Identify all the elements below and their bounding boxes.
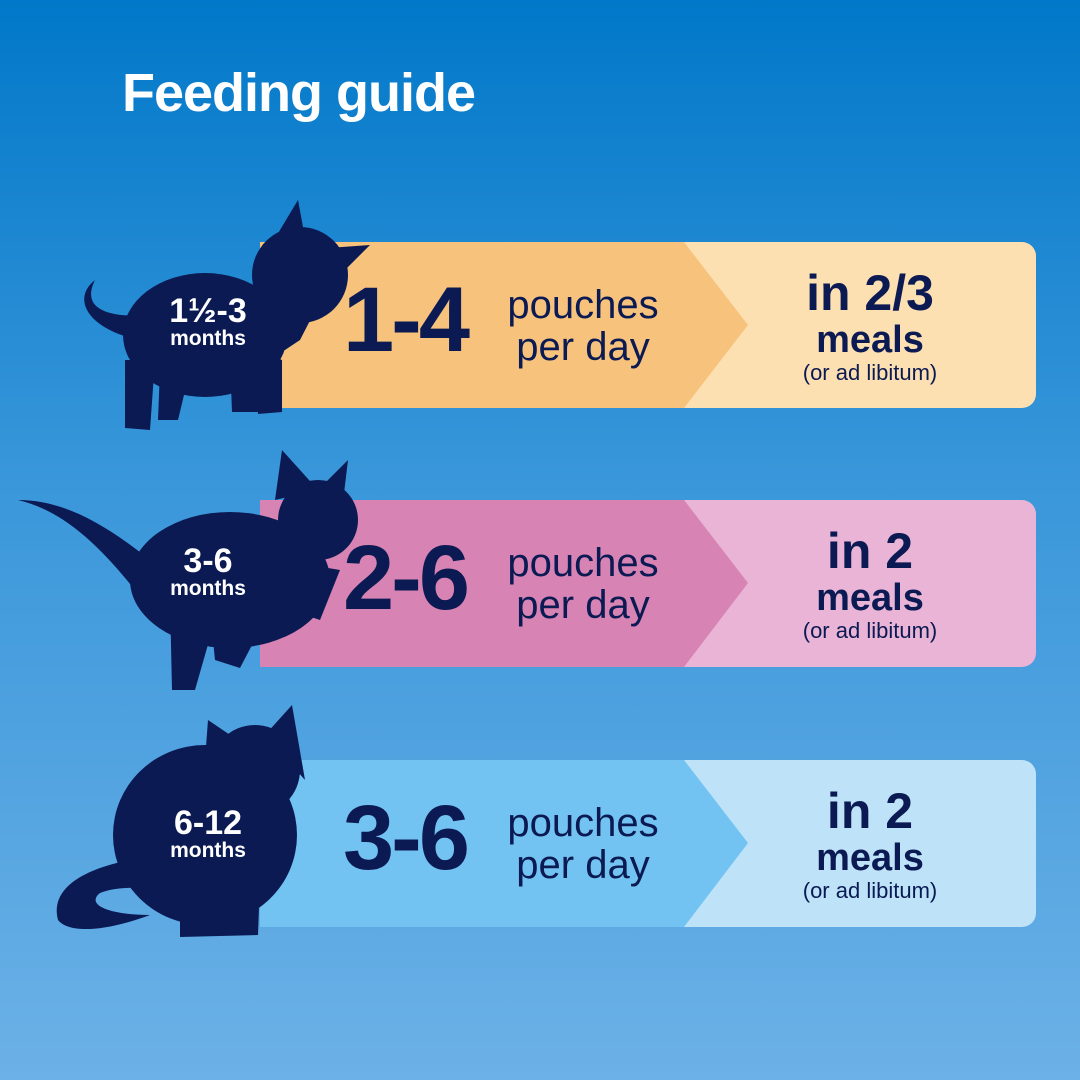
- age-unit: months: [170, 839, 246, 862]
- age-label: 6-12 months: [148, 806, 268, 862]
- age-unit: months: [170, 577, 246, 600]
- pouch-unit: pouches per day: [488, 542, 678, 626]
- feeding-row-1: 1½-3 months 1-4 pouches per day in 2/3 m…: [0, 242, 1080, 410]
- age-unit: months: [170, 327, 246, 350]
- feeding-row-2: 3-6 months 2-6 pouches per day in 2 meal…: [0, 500, 1080, 668]
- band-row-1: [260, 242, 1036, 408]
- age-range: 1½-3: [169, 292, 247, 330]
- unit-line-2: per day: [516, 843, 650, 887]
- kitten-leaping-icon: [18, 450, 358, 690]
- pouch-unit: pouches per day: [488, 284, 678, 368]
- age-range: 3-6: [183, 542, 233, 580]
- meals-note: (or ad libitum): [802, 878, 938, 903]
- meals-label: meals: [816, 577, 924, 619]
- meals-count: in 2/3: [806, 265, 934, 321]
- age-label: 1½-3 months: [148, 294, 268, 350]
- page-title: Feeding guide: [122, 63, 476, 123]
- band-row-3: [260, 760, 1036, 927]
- meals-note: (or ad libitum): [802, 360, 938, 385]
- band-row-2: [260, 500, 1036, 667]
- unit-line-2: per day: [516, 583, 650, 627]
- pouch-amount: 3-6: [343, 787, 470, 889]
- meals-count: in 2: [826, 523, 914, 579]
- unit-line-2: per day: [516, 325, 650, 369]
- meals-note: (or ad libitum): [802, 618, 938, 643]
- unit-line-1: pouches: [507, 801, 659, 845]
- pouch-unit: pouches per day: [488, 802, 678, 886]
- age-label: 3-6 months: [148, 544, 268, 600]
- meals-count: in 2: [826, 783, 914, 839]
- meals-info: in 2/3 meals (or ad libitum): [750, 266, 990, 386]
- kitten-standing-icon: [84, 200, 370, 430]
- meals-label: meals: [816, 837, 924, 879]
- pouch-amount: 1-4: [343, 269, 470, 371]
- age-range: 6-12: [173, 804, 243, 842]
- meals-info: in 2 meals (or ad libitum): [750, 524, 990, 644]
- meals-info: in 2 meals (or ad libitum): [750, 784, 990, 904]
- unit-line-1: pouches: [507, 541, 659, 585]
- pouch-amount: 2-6: [343, 527, 470, 629]
- meals-label: meals: [816, 319, 924, 361]
- cat-sitting-icon: [56, 705, 305, 937]
- unit-line-1: pouches: [507, 283, 659, 327]
- feeding-row-3: 6-12 months 3-6 pouches per day in 2 mea…: [0, 760, 1080, 928]
